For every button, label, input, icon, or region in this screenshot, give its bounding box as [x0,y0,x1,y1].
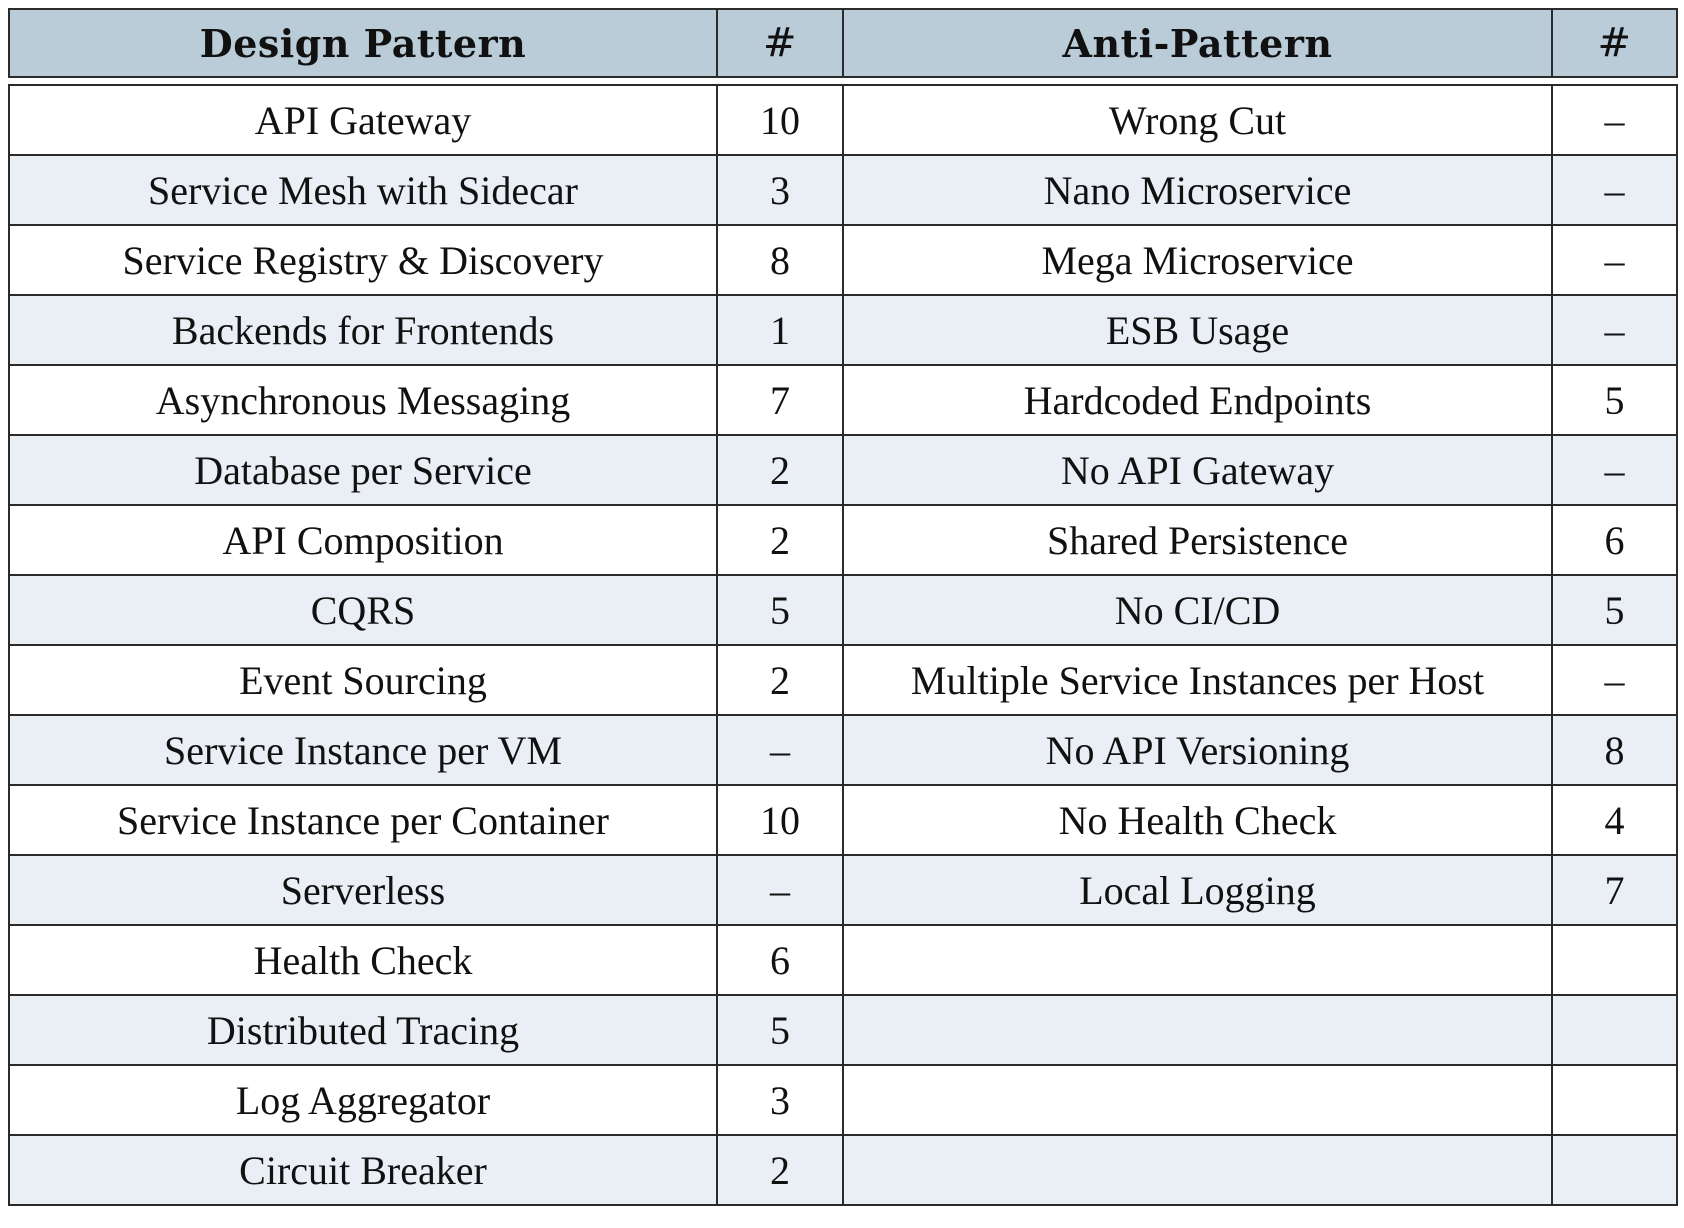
anti-pattern-cell: Wrong Cut [842,84,1553,156]
table-row: Health Check 6 [8,924,1678,996]
table-row: Log Aggregator 3 [8,1064,1678,1136]
anti-count-cell: 8 [1551,714,1678,786]
design-pattern-cell: Serverless [8,854,718,926]
header-design-pattern: Design Pattern [8,8,718,78]
design-pattern-cell: Distributed Tracing [8,994,718,1066]
table-row: API Gateway 10 Wrong Cut – [8,84,1678,156]
anti-pattern-cell [842,924,1553,996]
anti-pattern-cell: Multiple Service Instances per Host [842,644,1553,716]
anti-pattern-cell [842,1134,1553,1206]
table-row: Service Registry & Discovery 8 Mega Micr… [8,224,1678,296]
anti-pattern-cell: Mega Microservice [842,224,1553,296]
table-row: Serverless – Local Logging 7 [8,854,1678,926]
table-row: Service Instance per VM – No API Version… [8,714,1678,786]
design-pattern-cell: Log Aggregator [8,1064,718,1136]
table-row: API Composition 2 Shared Persistence 6 [8,504,1678,576]
design-count-cell: 2 [716,644,844,716]
design-count-cell: 5 [716,574,844,646]
header-anti-pattern: Anti-Pattern [842,8,1553,78]
anti-count-cell: 5 [1551,364,1678,436]
design-count-cell: – [716,714,844,786]
anti-count-cell: 4 [1551,784,1678,856]
table-row: Database per Service 2 No API Gateway – [8,434,1678,506]
anti-pattern-cell: Nano Microservice [842,154,1553,226]
design-pattern-cell: API Gateway [8,84,718,156]
design-pattern-cell: CQRS [8,574,718,646]
anti-pattern-cell: No CI/CD [842,574,1553,646]
anti-pattern-cell: Shared Persistence [842,504,1553,576]
table-row: Event Sourcing 2 Multiple Service Instan… [8,644,1678,716]
anti-count-cell: – [1551,154,1678,226]
table-row: Distributed Tracing 5 [8,994,1678,1066]
header-design-count: # [716,8,844,78]
design-pattern-cell: Event Sourcing [8,644,718,716]
table-row: Asynchronous Messaging 7 Hardcoded Endpo… [8,364,1678,436]
design-pattern-cell: Service Instance per Container [8,784,718,856]
anti-count-cell [1551,1134,1678,1206]
header-anti-count: # [1551,8,1678,78]
design-pattern-cell: Health Check [8,924,718,996]
design-count-cell: 2 [716,434,844,506]
anti-count-cell: – [1551,434,1678,506]
table-row: Backends for Frontends 1 ESB Usage – [8,294,1678,366]
anti-count-cell: 5 [1551,574,1678,646]
anti-count-cell [1551,994,1678,1066]
header-spacer [9,76,1677,86]
table-row: CQRS 5 No CI/CD 5 [8,574,1678,646]
design-pattern-cell: API Composition [8,504,718,576]
design-count-cell: – [716,854,844,926]
anti-count-cell: – [1551,644,1678,716]
table-body: API Gateway 10 Wrong Cut – Service Mesh … [8,84,1678,1206]
table-row: Service Mesh with Sidecar 3 Nano Microse… [8,154,1678,226]
table-header: Design Pattern # Anti-Pattern # [8,8,1678,78]
anti-pattern-cell: ESB Usage [842,294,1553,366]
anti-count-cell [1551,924,1678,996]
design-count-cell: 2 [716,1134,844,1206]
design-count-cell: 3 [716,154,844,226]
design-pattern-cell: Service Instance per VM [8,714,718,786]
design-count-cell: 10 [716,784,844,856]
design-count-cell: 5 [716,994,844,1066]
anti-count-cell: – [1551,84,1678,156]
header-row: Design Pattern # Anti-Pattern # [8,8,1678,78]
anti-pattern-cell: Hardcoded Endpoints [842,364,1553,436]
anti-count-cell: – [1551,294,1678,366]
design-pattern-cell: Backends for Frontends [8,294,718,366]
design-pattern-cell: Circuit Breaker [8,1134,718,1206]
anti-pattern-cell: No API Versioning [842,714,1553,786]
design-pattern-cell: Database per Service [8,434,718,506]
design-pattern-cell: Service Mesh with Sidecar [8,154,718,226]
patterns-table: Design Pattern # Anti-Pattern # API Gate… [8,8,1678,1206]
anti-count-cell: – [1551,224,1678,296]
anti-pattern-cell: No API Gateway [842,434,1553,506]
design-count-cell: 1 [716,294,844,366]
design-count-cell: 3 [716,1064,844,1136]
design-pattern-cell: Asynchronous Messaging [8,364,718,436]
table-row: Service Instance per Container 10 No Hea… [8,784,1678,856]
table-row: Circuit Breaker 2 [8,1134,1678,1206]
design-count-cell: 7 [716,364,844,436]
anti-pattern-cell: No Health Check [842,784,1553,856]
design-count-cell: 8 [716,224,844,296]
anti-count-cell: 6 [1551,504,1678,576]
design-count-cell: 2 [716,504,844,576]
anti-count-cell: 7 [1551,854,1678,926]
anti-pattern-cell [842,994,1553,1066]
design-count-cell: 10 [716,84,844,156]
design-pattern-cell: Service Registry & Discovery [8,224,718,296]
design-count-cell: 6 [716,924,844,996]
anti-pattern-cell [842,1064,1553,1136]
anti-count-cell [1551,1064,1678,1136]
anti-pattern-cell: Local Logging [842,854,1553,926]
